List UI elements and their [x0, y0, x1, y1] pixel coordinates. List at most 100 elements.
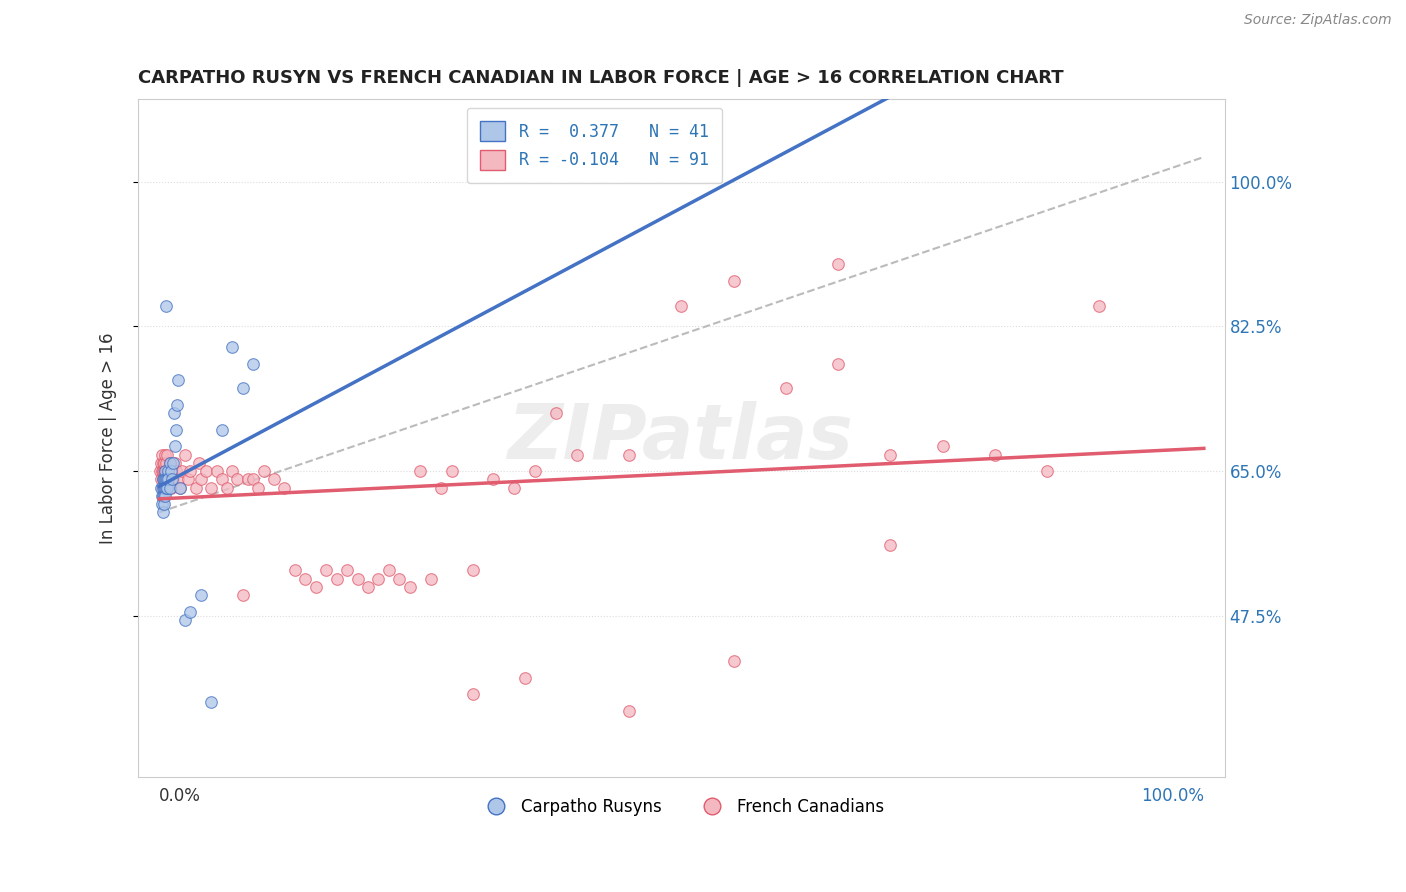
Point	[931, 439, 953, 453]
Point	[503, 481, 526, 495]
Point	[827, 357, 849, 371]
Point	[174, 448, 197, 462]
Point	[155, 481, 177, 495]
Point	[162, 456, 184, 470]
Point	[150, 464, 173, 478]
Point	[252, 464, 274, 478]
Point	[236, 472, 259, 486]
Point	[152, 456, 174, 470]
Point	[187, 456, 209, 470]
Point	[263, 472, 285, 486]
Point	[152, 489, 174, 503]
Point	[336, 563, 359, 577]
Point	[163, 439, 186, 453]
Point	[159, 472, 181, 486]
Point	[211, 472, 233, 486]
Point	[153, 497, 176, 511]
Text: 100.0%: 100.0%	[1140, 787, 1204, 805]
Point	[619, 448, 641, 462]
Point	[419, 572, 441, 586]
Point	[153, 472, 176, 486]
Point	[294, 572, 316, 586]
Point	[155, 456, 177, 470]
Point	[284, 563, 307, 577]
Point	[174, 613, 197, 627]
Point	[156, 448, 179, 462]
Point	[388, 572, 411, 586]
Point	[153, 472, 176, 486]
Legend: Carpatho Rusyns, French Canadians: Carpatho Rusyns, French Canadians	[472, 791, 890, 822]
Point	[170, 464, 193, 478]
Point	[242, 472, 264, 486]
Text: CARPATHO RUSYN VS FRENCH CANADIAN IN LABOR FORCE | AGE > 16 CORRELATION CHART: CARPATHO RUSYN VS FRENCH CANADIAN IN LAB…	[138, 69, 1064, 87]
Point	[169, 481, 191, 495]
Point	[153, 481, 176, 495]
Point	[157, 464, 180, 478]
Point	[461, 563, 484, 577]
Point	[150, 472, 173, 486]
Point	[167, 472, 190, 486]
Point	[159, 464, 181, 478]
Point	[200, 696, 222, 710]
Point	[159, 481, 181, 495]
Point	[305, 580, 328, 594]
Point	[190, 472, 212, 486]
Point	[879, 539, 901, 553]
Point	[149, 464, 172, 478]
Point	[190, 588, 212, 602]
Point	[153, 464, 176, 478]
Point	[226, 472, 249, 486]
Point	[157, 472, 180, 486]
Point	[565, 448, 588, 462]
Point	[513, 671, 536, 685]
Point	[155, 464, 177, 478]
Point	[723, 274, 745, 288]
Point	[179, 605, 201, 619]
Point	[153, 456, 176, 470]
Point	[159, 481, 181, 495]
Point	[159, 456, 181, 470]
Point	[152, 472, 174, 486]
Point	[221, 464, 243, 478]
Y-axis label: In Labor Force | Age > 16: In Labor Force | Age > 16	[100, 333, 117, 544]
Point	[150, 456, 173, 470]
Point	[155, 464, 177, 478]
Text: 0.0%: 0.0%	[159, 787, 201, 805]
Point	[827, 257, 849, 271]
Point	[273, 481, 295, 495]
Point	[156, 472, 179, 486]
Point	[546, 406, 568, 420]
Point	[150, 448, 173, 462]
Point	[879, 448, 901, 462]
Point	[150, 481, 173, 495]
Point	[461, 687, 484, 701]
Point	[247, 481, 270, 495]
Point	[221, 340, 243, 354]
Point	[398, 580, 420, 594]
Point	[211, 423, 233, 437]
Point	[150, 497, 173, 511]
Point	[155, 489, 177, 503]
Point	[195, 464, 218, 478]
Point	[157, 464, 180, 478]
Point	[153, 481, 176, 495]
Point	[165, 464, 187, 478]
Point	[430, 481, 453, 495]
Point	[232, 381, 254, 395]
Point	[160, 464, 183, 478]
Point	[409, 464, 432, 478]
Point	[155, 472, 177, 486]
Point	[153, 489, 176, 503]
Point	[232, 588, 254, 602]
Point	[775, 381, 797, 395]
Point	[157, 472, 180, 486]
Point	[723, 654, 745, 668]
Point	[167, 373, 190, 387]
Point	[155, 299, 177, 313]
Point	[159, 456, 181, 470]
Point	[150, 489, 173, 503]
Point	[162, 472, 184, 486]
Point	[205, 464, 228, 478]
Point	[155, 472, 177, 486]
Point	[155, 481, 177, 495]
